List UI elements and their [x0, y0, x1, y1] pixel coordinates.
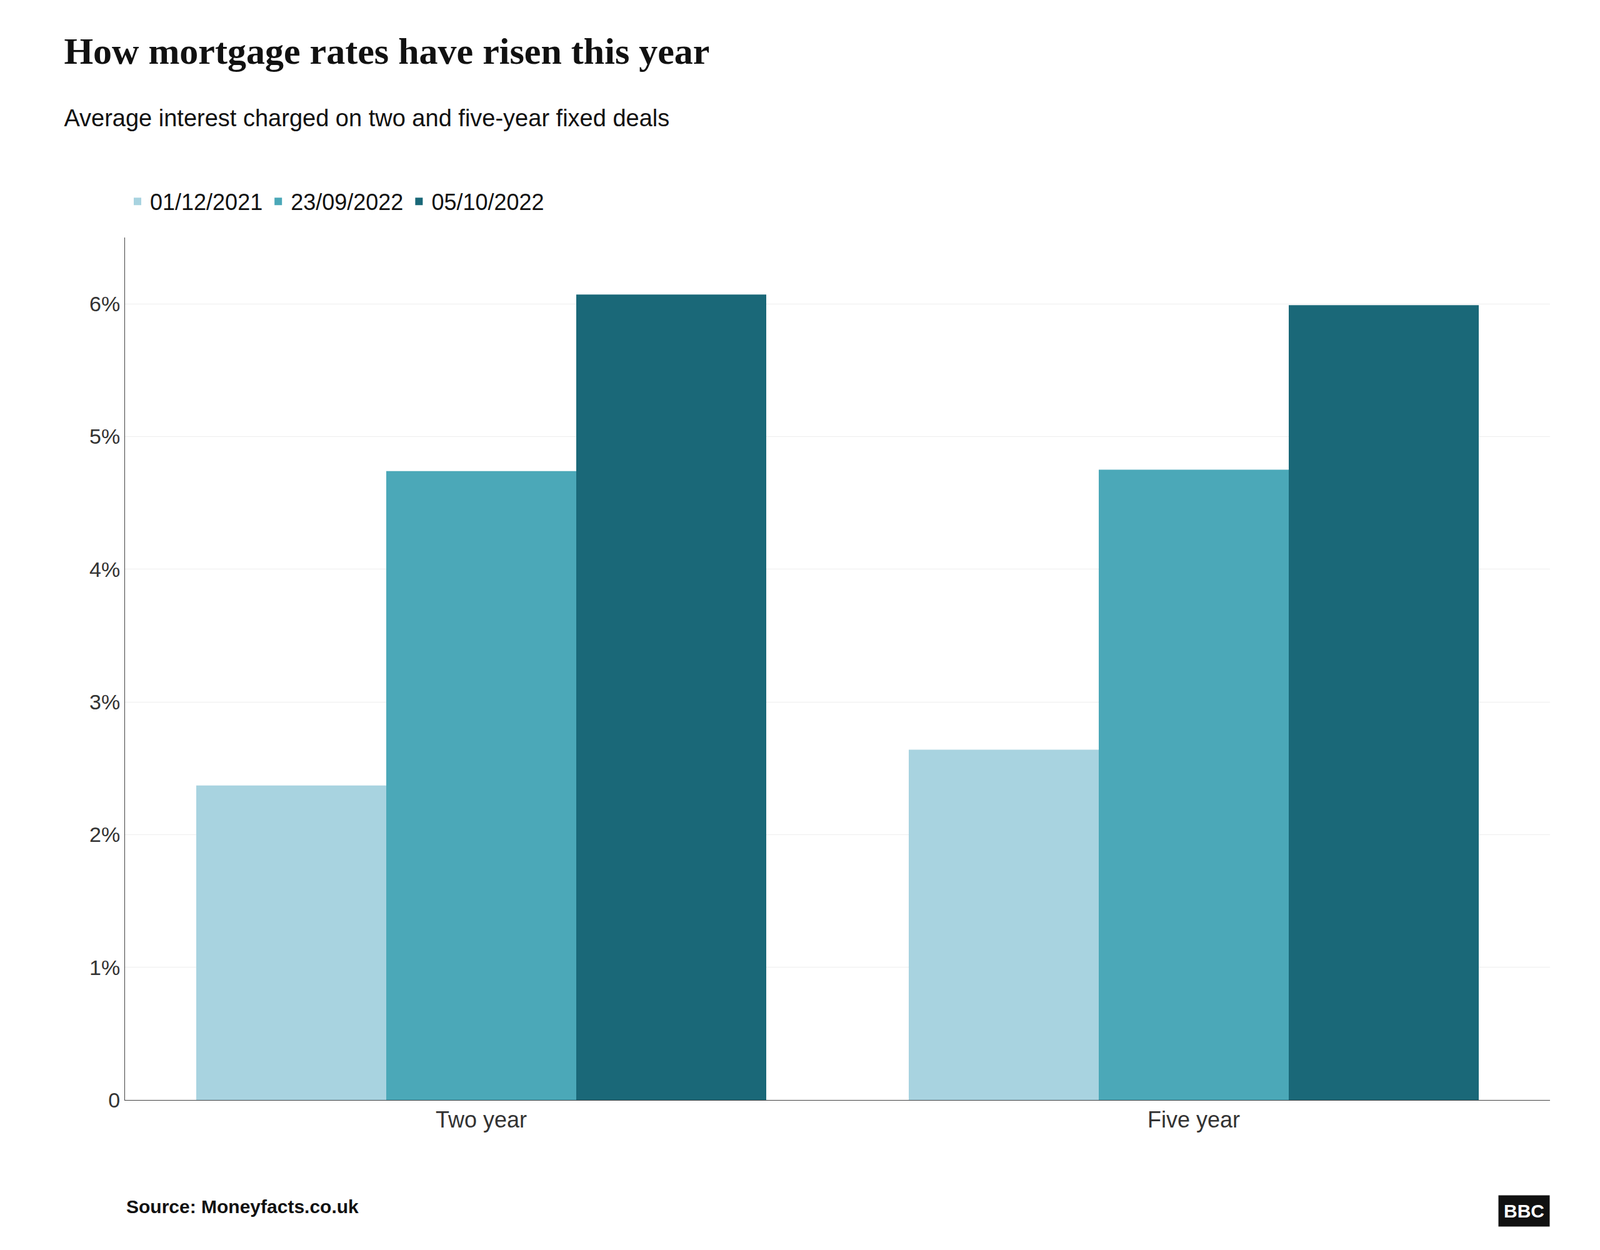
svg-text:How mortgage rates have risen: How mortgage rates have risen this year: [63, 30, 710, 72]
svg-text:2%: 2%: [89, 822, 120, 847]
svg-text:01/12/2021: 01/12/2021: [150, 189, 263, 215]
svg-text:5%: 5%: [89, 424, 120, 449]
svg-text:3%: 3%: [89, 690, 120, 714]
svg-text:05/10/2022: 05/10/2022: [431, 189, 544, 215]
svg-text:23/09/2022: 23/09/2022: [290, 189, 404, 215]
svg-text:Five year: Five year: [1147, 1106, 1240, 1133]
svg-text:0: 0: [108, 1088, 120, 1112]
svg-text:4%: 4%: [89, 557, 120, 582]
svg-text:Two year: Two year: [435, 1106, 527, 1133]
svg-text:6%: 6%: [89, 291, 120, 316]
svg-text:BBC: BBC: [1503, 1200, 1545, 1222]
svg-text:Average interest charged on tw: Average interest charged on two and five…: [63, 105, 670, 132]
svg-text:Source: Moneyfacts.co.uk: Source: Moneyfacts.co.uk: [126, 1196, 359, 1217]
svg-text:1%: 1%: [89, 955, 120, 980]
